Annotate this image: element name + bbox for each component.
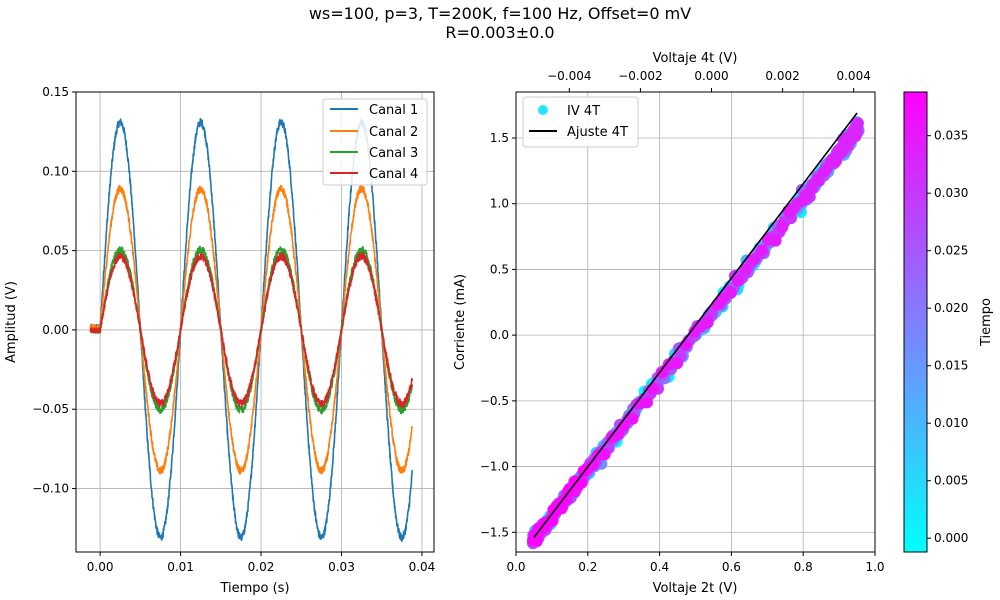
right-y-tick-label: −0.5 — [480, 394, 509, 408]
scatter-point — [812, 172, 825, 185]
legend-label-canal-1: Canal 1 — [369, 103, 418, 118]
legend-label-ajuste-4t: Ajuste 4T — [567, 125, 628, 140]
right-x-tick-label: 0.0 — [506, 560, 525, 574]
colorbar-tick-label: 0.035 — [934, 129, 968, 143]
series-line-canal-4 — [89, 251, 414, 408]
legend-label-canal-4: Canal 4 — [369, 167, 418, 182]
scatter-point — [711, 298, 724, 311]
colorbar-gradient — [903, 91, 928, 553]
colorbar-ticks: 0.000 0.005 0.010 0.015 0.020 0.025 0.030 0.035 — [927, 129, 968, 545]
right-top-x-tick-label: −0.002 — [618, 69, 662, 83]
scatter-point — [747, 253, 760, 266]
right-y-tick-label: −1.5 — [480, 525, 509, 539]
right-y-tick-label: 0.5 — [490, 262, 509, 276]
left-x-axis: 0.00 0.01 0.02 0.03 0.04 — [87, 552, 436, 574]
colorbar-tick-label: 0.010 — [934, 416, 968, 430]
left-y-tick-label: 0.05 — [42, 244, 69, 258]
left-y-tick-label: 0.10 — [42, 164, 69, 178]
left-x-tick-label: 0.02 — [248, 560, 275, 574]
scatter-point — [688, 325, 701, 338]
left-y-axis-label: Amplitud (V) — [4, 281, 19, 363]
right-x-tick-label: 0.6 — [722, 560, 741, 574]
right-x-tick-label: 1.0 — [865, 560, 884, 574]
right-x-tick-label: 0.2 — [578, 560, 597, 574]
left-plot-frame — [75, 91, 435, 553]
series-line-canal-2 — [89, 184, 414, 475]
figure-title: ws=100, p=3, T=200K, f=100 Hz, Offset=0 … — [308, 4, 692, 23]
legend-marker-iv-4t — [538, 105, 548, 115]
legend-label-iv-4t: IV 4T — [567, 104, 600, 119]
left-y-axis: −0.10 −0.05 0.00 0.05 0.10 0.15 — [32, 85, 76, 496]
right-legend-box — [522, 96, 639, 148]
right-x-axis: 0.0 0.2 0.4 0.6 0.8 1.0 — [506, 552, 885, 574]
right-y-axis: −1.5 −1.0 −0.5 0.0 0.5 1.0 1.5 — [480, 131, 516, 539]
left-x-tick-label: 0.03 — [328, 560, 355, 574]
colorbar-label: Tiempo — [979, 298, 994, 347]
colorbar-tick-label: 0.025 — [934, 244, 968, 258]
right-chart: 0.0 0.2 0.4 0.6 0.8 1.0 −0.004 −0.002 0.000 0.00… — [453, 51, 885, 596]
right-top-x-tick-label: 0.004 — [836, 69, 870, 83]
scatter-point — [543, 514, 556, 527]
right-y-tick-label: 0.0 — [490, 328, 509, 342]
scatter-point — [633, 397, 646, 410]
legend-label-canal-3: Canal 3 — [369, 146, 418, 161]
left-x-tick-label: 0.00 — [87, 560, 114, 574]
colorbar-tick-label: 0.015 — [934, 359, 968, 373]
legend-label-canal-2: Canal 2 — [369, 125, 418, 140]
left-x-axis-label: Tiempo (s) — [219, 581, 289, 596]
scatter-point — [761, 233, 774, 246]
scatter-point — [782, 205, 795, 217]
right-legend: IV 4T Ajuste 4T — [522, 96, 639, 148]
right-x-tick-label: 0.8 — [794, 560, 813, 574]
scatter-point — [755, 244, 768, 257]
left-y-tick-label: −0.10 — [32, 482, 69, 496]
scatter-point — [705, 307, 718, 320]
right-y-axis-label: Corriente (mA) — [453, 274, 468, 370]
fit-line — [533, 112, 858, 539]
colorbar-tick-label: 0.005 — [934, 474, 968, 488]
scatter-point — [647, 382, 660, 395]
right-x-tick-label: 0.4 — [650, 560, 669, 574]
left-x-tick-label: 0.01 — [167, 560, 194, 574]
right-x-axis-label: Voltaje 2t (V) — [653, 581, 738, 596]
figure-subtitle: R=0.003±0.0 — [445, 23, 555, 42]
right-scatter-points — [527, 116, 865, 550]
scatter-point — [626, 412, 639, 425]
scatter-point — [662, 358, 675, 371]
left-y-tick-label: 0.00 — [42, 323, 69, 337]
colorbar-tick-label: 0.020 — [934, 301, 968, 315]
scatter-point — [655, 366, 668, 379]
right-top-x-axis-label: Voltaje 4t (V) — [653, 51, 738, 66]
scatter-point — [724, 286, 737, 299]
right-top-x-tick-label: −0.004 — [547, 69, 591, 83]
right-plot-frame — [515, 91, 876, 553]
left-y-tick-label: 0.15 — [42, 85, 69, 99]
scatter-point — [825, 154, 838, 167]
right-y-tick-label: −1.0 — [480, 460, 509, 474]
left-chart: 0.00 0.01 0.02 0.03 0.04 −0.10 −0.05 0.00 0.05 0… — [4, 85, 435, 596]
left-legend-box — [322, 98, 428, 186]
right-top-x-tick-label: 0.000 — [694, 69, 728, 83]
left-legend: Canal 1 Canal 2 Canal 3 Canal 4 — [322, 98, 428, 186]
left-x-tick-label: 0.04 — [409, 560, 436, 574]
colorbar-tick-label: 0.000 — [934, 531, 968, 545]
left-y-tick-label: −0.05 — [32, 402, 69, 416]
right-y-tick-label: 1.0 — [490, 197, 509, 211]
scatter-point — [739, 263, 752, 276]
scatter-point — [776, 221, 789, 234]
right-y-tick-label: 1.5 — [490, 131, 509, 145]
colorbar: 0.000 0.005 0.010 0.015 0.020 0.025 0.030 0.035… — [903, 91, 994, 553]
colorbar-tick-label: 0.030 — [934, 186, 968, 200]
right-top-x-axis: −0.004 −0.002 0.000 0.002 0.004 — [547, 69, 871, 92]
right-top-x-tick-label: 0.002 — [765, 69, 799, 83]
scatter-point — [732, 274, 745, 287]
scatter-point — [832, 144, 845, 157]
